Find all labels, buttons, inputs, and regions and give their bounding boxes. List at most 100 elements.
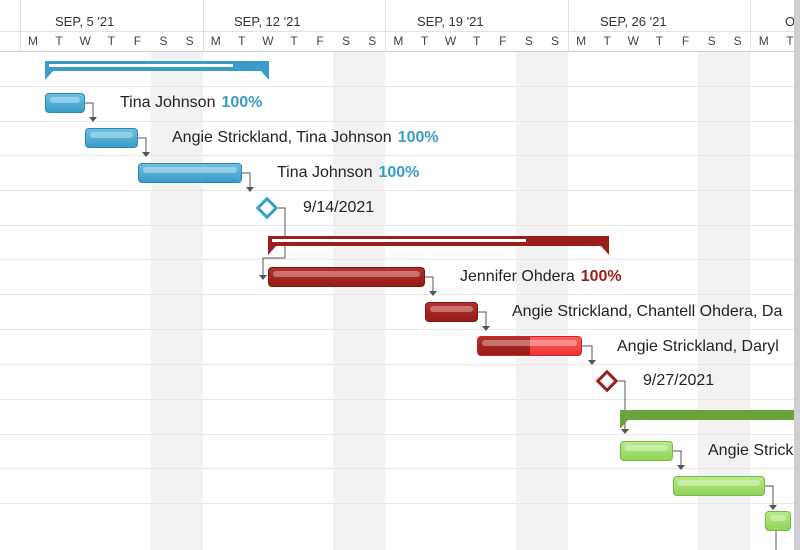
day-letter: W bbox=[627, 34, 639, 48]
week-label: O bbox=[785, 14, 796, 29]
link-arrowhead bbox=[259, 275, 267, 280]
row-divider bbox=[0, 225, 800, 226]
day-letter: M bbox=[393, 34, 404, 48]
link-arrowhead bbox=[621, 429, 629, 434]
week-separator bbox=[568, 0, 569, 52]
day-letter: T bbox=[603, 34, 611, 48]
task-bar[interactable] bbox=[673, 476, 765, 496]
weekend-column bbox=[724, 52, 750, 550]
day-letter: S bbox=[159, 34, 168, 48]
task-label: Angie Strick bbox=[708, 442, 793, 460]
link-arrowhead bbox=[677, 465, 685, 470]
weekend-column bbox=[333, 52, 359, 550]
week-label: SEP, 5 '21 bbox=[55, 14, 115, 29]
percent-complete: 100% bbox=[378, 164, 420, 181]
task-bar[interactable] bbox=[425, 302, 478, 322]
weekend-column bbox=[516, 52, 542, 550]
task-label: Angie Strickland, Tina Johnson 100% bbox=[172, 129, 439, 147]
link-arrowhead bbox=[89, 117, 97, 122]
task-label: Angie Strickland, Chantell Ohdera, Da bbox=[512, 303, 782, 321]
summary-end-cap bbox=[45, 71, 53, 80]
header-divider bbox=[0, 31, 800, 32]
day-letter: S bbox=[707, 34, 716, 48]
percent-complete: 100% bbox=[397, 129, 439, 146]
week-label: SEP, 26 '21 bbox=[600, 14, 667, 29]
dependency-link bbox=[478, 311, 487, 327]
day-letter: T bbox=[290, 34, 298, 48]
dependency-link bbox=[425, 276, 434, 292]
row-divider bbox=[0, 399, 800, 400]
day-letter: T bbox=[107, 34, 115, 48]
day-letter: T bbox=[55, 34, 63, 48]
day-letter: S bbox=[550, 34, 559, 48]
weekend-column bbox=[542, 52, 568, 550]
day-letter: T bbox=[473, 34, 481, 48]
day-letter: T bbox=[420, 34, 429, 48]
day-letter: M bbox=[210, 34, 221, 48]
task-bar[interactable] bbox=[45, 93, 85, 113]
summary-bar[interactable] bbox=[620, 410, 800, 420]
summary-bar[interactable] bbox=[45, 61, 269, 71]
day-letter: W bbox=[444, 34, 457, 48]
milestone-date: 9/27/2021 bbox=[643, 372, 715, 389]
assignee-name: Tina Johnson bbox=[120, 94, 216, 111]
link-arrowhead bbox=[142, 152, 150, 157]
row-divider bbox=[0, 121, 800, 122]
row-divider bbox=[0, 434, 800, 435]
task-label: Tina Johnson 100% bbox=[277, 164, 419, 182]
summary-end-cap bbox=[268, 246, 276, 255]
task-bar[interactable] bbox=[85, 128, 138, 148]
assignee-name: Angie Strickland, Chantell Ohdera, Da bbox=[512, 303, 783, 320]
task-bar[interactable] bbox=[765, 511, 791, 531]
day-letter: S bbox=[342, 34, 351, 48]
header-bottom-border bbox=[0, 51, 800, 52]
row-divider bbox=[0, 155, 800, 156]
link-arrowhead bbox=[588, 360, 596, 365]
assignee-name: Jennifer Ohdera bbox=[460, 268, 575, 285]
dependency-link bbox=[85, 102, 94, 118]
row-divider bbox=[0, 364, 800, 365]
week-separator bbox=[385, 0, 386, 52]
day-letter: M bbox=[576, 34, 587, 48]
row-divider bbox=[0, 86, 800, 87]
row-divider bbox=[0, 190, 800, 191]
summary-end-cap bbox=[601, 246, 609, 255]
percent-complete: 100% bbox=[221, 94, 263, 111]
row-divider bbox=[0, 468, 800, 469]
task-label: Angie Strickland, Daryl bbox=[617, 338, 779, 356]
day-letter: T bbox=[786, 34, 794, 48]
dependency-link bbox=[765, 485, 774, 506]
link-arrowhead bbox=[246, 187, 254, 192]
summary-bar[interactable] bbox=[268, 236, 609, 246]
summary-progress bbox=[272, 239, 526, 242]
day-letter: S bbox=[185, 34, 194, 48]
panel-right-border bbox=[794, 0, 800, 550]
weekend-column bbox=[359, 52, 385, 550]
day-letter: F bbox=[316, 34, 324, 48]
day-letter: M bbox=[758, 34, 769, 48]
row-divider bbox=[0, 329, 800, 330]
week-separator bbox=[750, 0, 751, 52]
summary-end-cap bbox=[620, 420, 628, 429]
task-bar[interactable] bbox=[138, 163, 242, 183]
percent-complete: 100% bbox=[580, 268, 622, 285]
weekend-column bbox=[151, 52, 177, 550]
week-label: SEP, 19 '21 bbox=[417, 14, 484, 29]
day-letter: W bbox=[262, 34, 274, 48]
assignee-name: Angie Strick bbox=[708, 442, 794, 459]
link-arrowhead bbox=[769, 505, 777, 510]
dependency-link bbox=[242, 172, 251, 188]
day-letter: S bbox=[368, 34, 377, 48]
link-arrowhead bbox=[429, 291, 437, 296]
task-bar[interactable] bbox=[477, 336, 582, 356]
row-divider bbox=[0, 259, 800, 260]
day-letter: S bbox=[733, 34, 742, 48]
day-letter: T bbox=[655, 34, 664, 48]
task-progress-fill bbox=[478, 337, 530, 355]
dependency-link bbox=[582, 345, 593, 361]
task-bar[interactable] bbox=[620, 441, 673, 461]
dependency-link bbox=[138, 137, 147, 153]
task-bar[interactable] bbox=[268, 267, 425, 287]
summary-progress bbox=[49, 64, 233, 67]
